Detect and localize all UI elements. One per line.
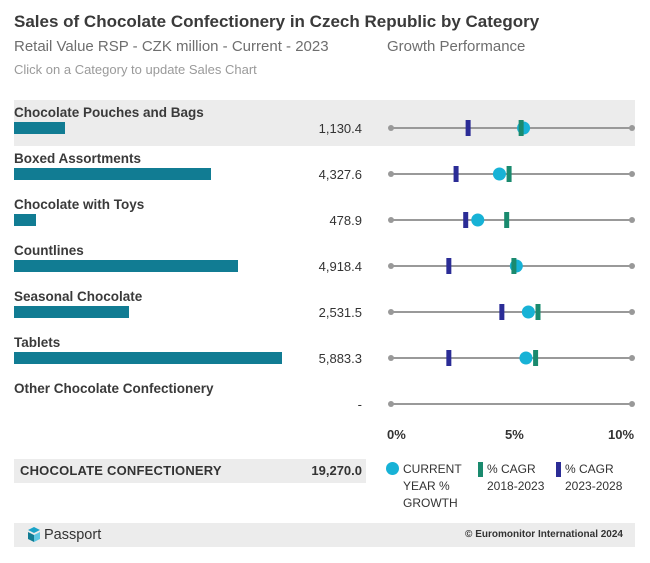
legend-label: % CAGR 2018-2023 — [487, 462, 545, 493]
sales-bar[interactable] — [14, 168, 212, 180]
category-label: Chocolate with Toys — [14, 197, 145, 212]
x-tick-label: 10% — [608, 427, 635, 442]
total-label: CHOCOLATE CONFECTIONERY — [20, 463, 222, 478]
cagr-2023-2028-marker — [446, 350, 452, 366]
sales-bar[interactable] — [14, 306, 130, 318]
cagr-2023-2028-marker — [499, 304, 505, 320]
category-row-tablets[interactable]: Tablets 5,883.3 — [14, 330, 635, 376]
current-growth-marker — [521, 305, 535, 319]
cagr-2018-2023-marker — [533, 350, 539, 366]
axis-endpoint — [629, 217, 635, 223]
category-label: Countlines — [14, 243, 84, 258]
bar-marker-icon — [556, 462, 561, 477]
copyright-text: © Euromonitor International 2024 — [465, 529, 623, 540]
axis-endpoint — [629, 125, 635, 131]
category-row-seasonal-chocolate[interactable]: Seasonal Chocolate 2,531.5 — [14, 284, 635, 330]
sales-bar[interactable] — [14, 352, 282, 364]
axis-endpoint — [388, 125, 394, 131]
bar-marker-icon — [478, 462, 483, 477]
total-value: 19,270.0 — [311, 463, 362, 478]
category-label: Other Chocolate Confectionery — [14, 381, 214, 396]
cagr-2018-2023-marker — [506, 166, 512, 182]
sales-bar[interactable] — [14, 122, 66, 134]
growth-performance-title: Growth Performance — [387, 38, 526, 55]
legend-label: CURRENT YEAR % GROWTH — [403, 462, 462, 510]
cagr-2023-2028-marker — [465, 120, 471, 136]
sales-bar[interactable] — [14, 260, 239, 272]
sales-bar[interactable] — [14, 214, 36, 226]
sales-value-label: 4,918.4 — [318, 259, 362, 274]
axis-endpoint — [388, 355, 394, 361]
category-row-boxed-assortments[interactable]: Boxed Assortments 4,327.6 — [14, 146, 635, 192]
sales-value-label: 4,327.6 — [318, 167, 362, 182]
axis-endpoint — [629, 401, 635, 407]
axis-endpoint — [388, 401, 394, 407]
category-row-chocolate-pouches-and-bags[interactable]: Chocolate Pouches and Bags 1,130.4 — [14, 100, 635, 146]
sales-value-label: 478.9 — [329, 213, 362, 228]
circle-marker-icon — [386, 462, 399, 475]
axis-endpoint — [388, 309, 394, 315]
chart-title: Sales of Chocolate Confectionery in Czec… — [14, 12, 540, 31]
category-label: Tablets — [14, 335, 61, 350]
sales-value-label: 1,130.4 — [318, 121, 362, 136]
footer-bar: Passport © Euromonitor International 202… — [14, 523, 635, 547]
axis-endpoint — [388, 217, 394, 223]
chart-subtitle: Retail Value RSP - CZK million - Current… — [14, 38, 329, 55]
category-row-chocolate-with-toys[interactable]: Chocolate with Toys 478.9 — [14, 192, 635, 238]
category-row-other-chocolate-confectionery[interactable]: Other Chocolate Confectionery - — [14, 376, 635, 422]
current-growth-marker — [519, 351, 533, 365]
axis-endpoint — [388, 171, 394, 177]
axis-endpoint — [388, 263, 394, 269]
cagr-2023-2028-marker — [453, 166, 459, 182]
cagr-2018-2023-marker — [518, 120, 524, 136]
sales-value-label: 5,883.3 — [318, 351, 362, 366]
total-row: CHOCOLATE CONFECTIONERY 19,270.0 — [14, 459, 366, 483]
sales-value-label: 2,531.5 — [318, 305, 362, 320]
current-growth-marker — [471, 213, 485, 227]
category-row-countlines[interactable]: Countlines 4,918.4 — [14, 238, 635, 284]
current-growth-marker — [492, 167, 506, 181]
sales-value-label: - — [357, 397, 362, 412]
x-tick-label: 5% — [505, 427, 524, 442]
axis-endpoint — [629, 309, 635, 315]
axis-endpoint — [629, 171, 635, 177]
category-label: Seasonal Chocolate — [14, 289, 143, 304]
cagr-2018-2023-marker — [535, 304, 541, 320]
cagr-2023-2028-marker — [446, 258, 452, 274]
axis-endpoint — [629, 355, 635, 361]
axis-endpoint — [629, 263, 635, 269]
cagr-2018-2023-marker — [504, 212, 510, 228]
category-label: Boxed Assortments — [14, 151, 142, 166]
legend-label: % CAGR 2023-2028 — [565, 462, 623, 493]
cagr-2023-2028-marker — [463, 212, 469, 228]
x-tick-label: 0% — [387, 427, 406, 442]
instruction-hint: Click on a Category to update Sales Char… — [14, 62, 257, 77]
category-label: Chocolate Pouches and Bags — [14, 105, 204, 120]
cagr-2018-2023-marker — [511, 258, 517, 274]
brand-name: Passport — [44, 527, 102, 543]
passport-logo-icon — [28, 527, 40, 542]
